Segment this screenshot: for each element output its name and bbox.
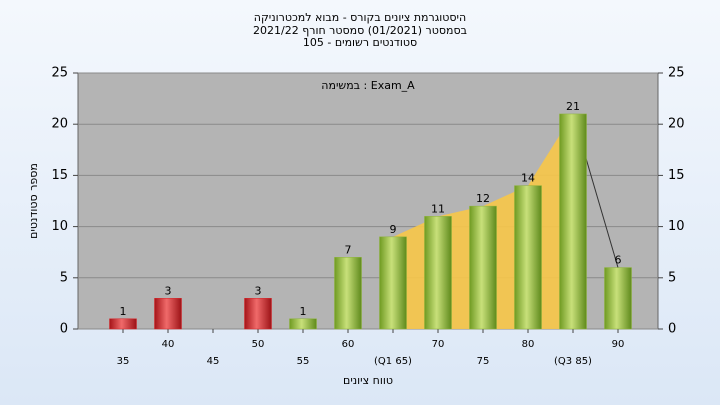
chart-subtitle: בסמסטר (01/2021) סמסטר חורף 2021/22 <box>253 24 467 37</box>
y-tick-label: 20 <box>51 117 68 132</box>
bar <box>424 216 452 330</box>
bar <box>469 205 497 330</box>
bar <box>334 257 362 330</box>
x-tick-label: 70 <box>432 339 445 350</box>
y2-tick-label: 10 <box>668 219 685 234</box>
value-label: 9 <box>390 223 397 236</box>
chart-title: היסטוגרמת ציונים בקורס - מבוא למכטרוניקה <box>254 11 466 24</box>
chart-subtitle: סטודנטים רשומים - 105 <box>303 36 417 49</box>
y2-tick-label: 0 <box>668 322 676 337</box>
x-tick-label: 40 <box>162 339 175 350</box>
y-tick-label: 5 <box>60 270 68 285</box>
y-tick-label: 0 <box>60 322 68 337</box>
y-axis-label: מספר סטודנטים <box>27 163 40 239</box>
annotation: במשימה : Exam_A <box>321 79 415 92</box>
x-tick-label: 55 <box>297 356 310 367</box>
y2-tick-label: 5 <box>668 270 676 285</box>
x-tick-label: 75 <box>477 356 490 367</box>
value-label: 1 <box>120 305 127 318</box>
bar <box>559 113 587 330</box>
y-tick-label: 25 <box>51 66 68 81</box>
bar <box>244 298 272 330</box>
bar <box>289 318 317 330</box>
bar <box>514 185 542 330</box>
x-tick-label: (Q3 85) <box>554 356 592 367</box>
y2-tick-label: 15 <box>668 168 685 183</box>
y-tick-label: 10 <box>51 219 68 234</box>
x-tick-label: 90 <box>612 339 625 350</box>
bar <box>109 318 137 330</box>
value-label: 14 <box>521 172 535 185</box>
x-tick-label: 50 <box>252 339 265 350</box>
x-tick-label: 60 <box>342 339 355 350</box>
value-label: 6 <box>615 254 622 267</box>
y-tick-label: 15 <box>51 168 68 183</box>
bar <box>379 236 407 330</box>
x-tick-label: 45 <box>207 356 220 367</box>
x-tick-label: 35 <box>117 356 130 367</box>
x-tick-label: (Q1 65) <box>374 356 412 367</box>
value-label: 7 <box>345 243 352 256</box>
bar <box>604 267 632 330</box>
value-label: 21 <box>566 100 580 113</box>
x-axis-label: טווח ציונים <box>343 374 393 387</box>
y2-tick-label: 25 <box>668 66 685 81</box>
x-tick-label: 80 <box>522 339 535 350</box>
bar <box>154 298 182 330</box>
value-label: 1 <box>300 305 307 318</box>
value-label: 3 <box>165 284 172 297</box>
value-label: 11 <box>431 202 445 215</box>
y2-tick-label: 20 <box>668 117 685 132</box>
value-label: 3 <box>255 284 262 297</box>
value-label: 12 <box>476 192 490 205</box>
